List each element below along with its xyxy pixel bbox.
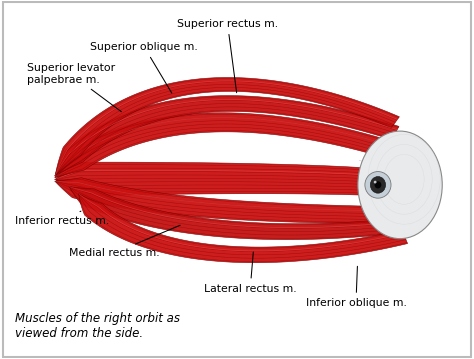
Text: Inferior oblique m.: Inferior oblique m. [306,266,406,308]
Text: Superior levator
palpebrae m.: Superior levator palpebrae m. [27,63,121,112]
Ellipse shape [358,131,442,239]
Text: Medial rectus m.: Medial rectus m. [69,225,180,258]
Ellipse shape [370,177,385,193]
Polygon shape [55,178,393,224]
Ellipse shape [365,172,391,198]
Text: Superior rectus m.: Superior rectus m. [177,19,278,93]
Polygon shape [79,194,408,263]
Text: Lateral rectus m.: Lateral rectus m. [204,252,297,294]
Polygon shape [55,113,400,178]
Text: Inferior rectus m.: Inferior rectus m. [15,211,109,225]
Polygon shape [69,187,392,239]
Polygon shape [55,78,400,176]
Polygon shape [55,162,361,196]
Text: Muscles of the right orbit as
viewed from the side.: Muscles of the right orbit as viewed fro… [15,312,180,340]
Text: Superior oblique m.: Superior oblique m. [91,42,198,93]
Ellipse shape [374,181,382,188]
Ellipse shape [374,181,376,183]
Polygon shape [55,95,399,176]
